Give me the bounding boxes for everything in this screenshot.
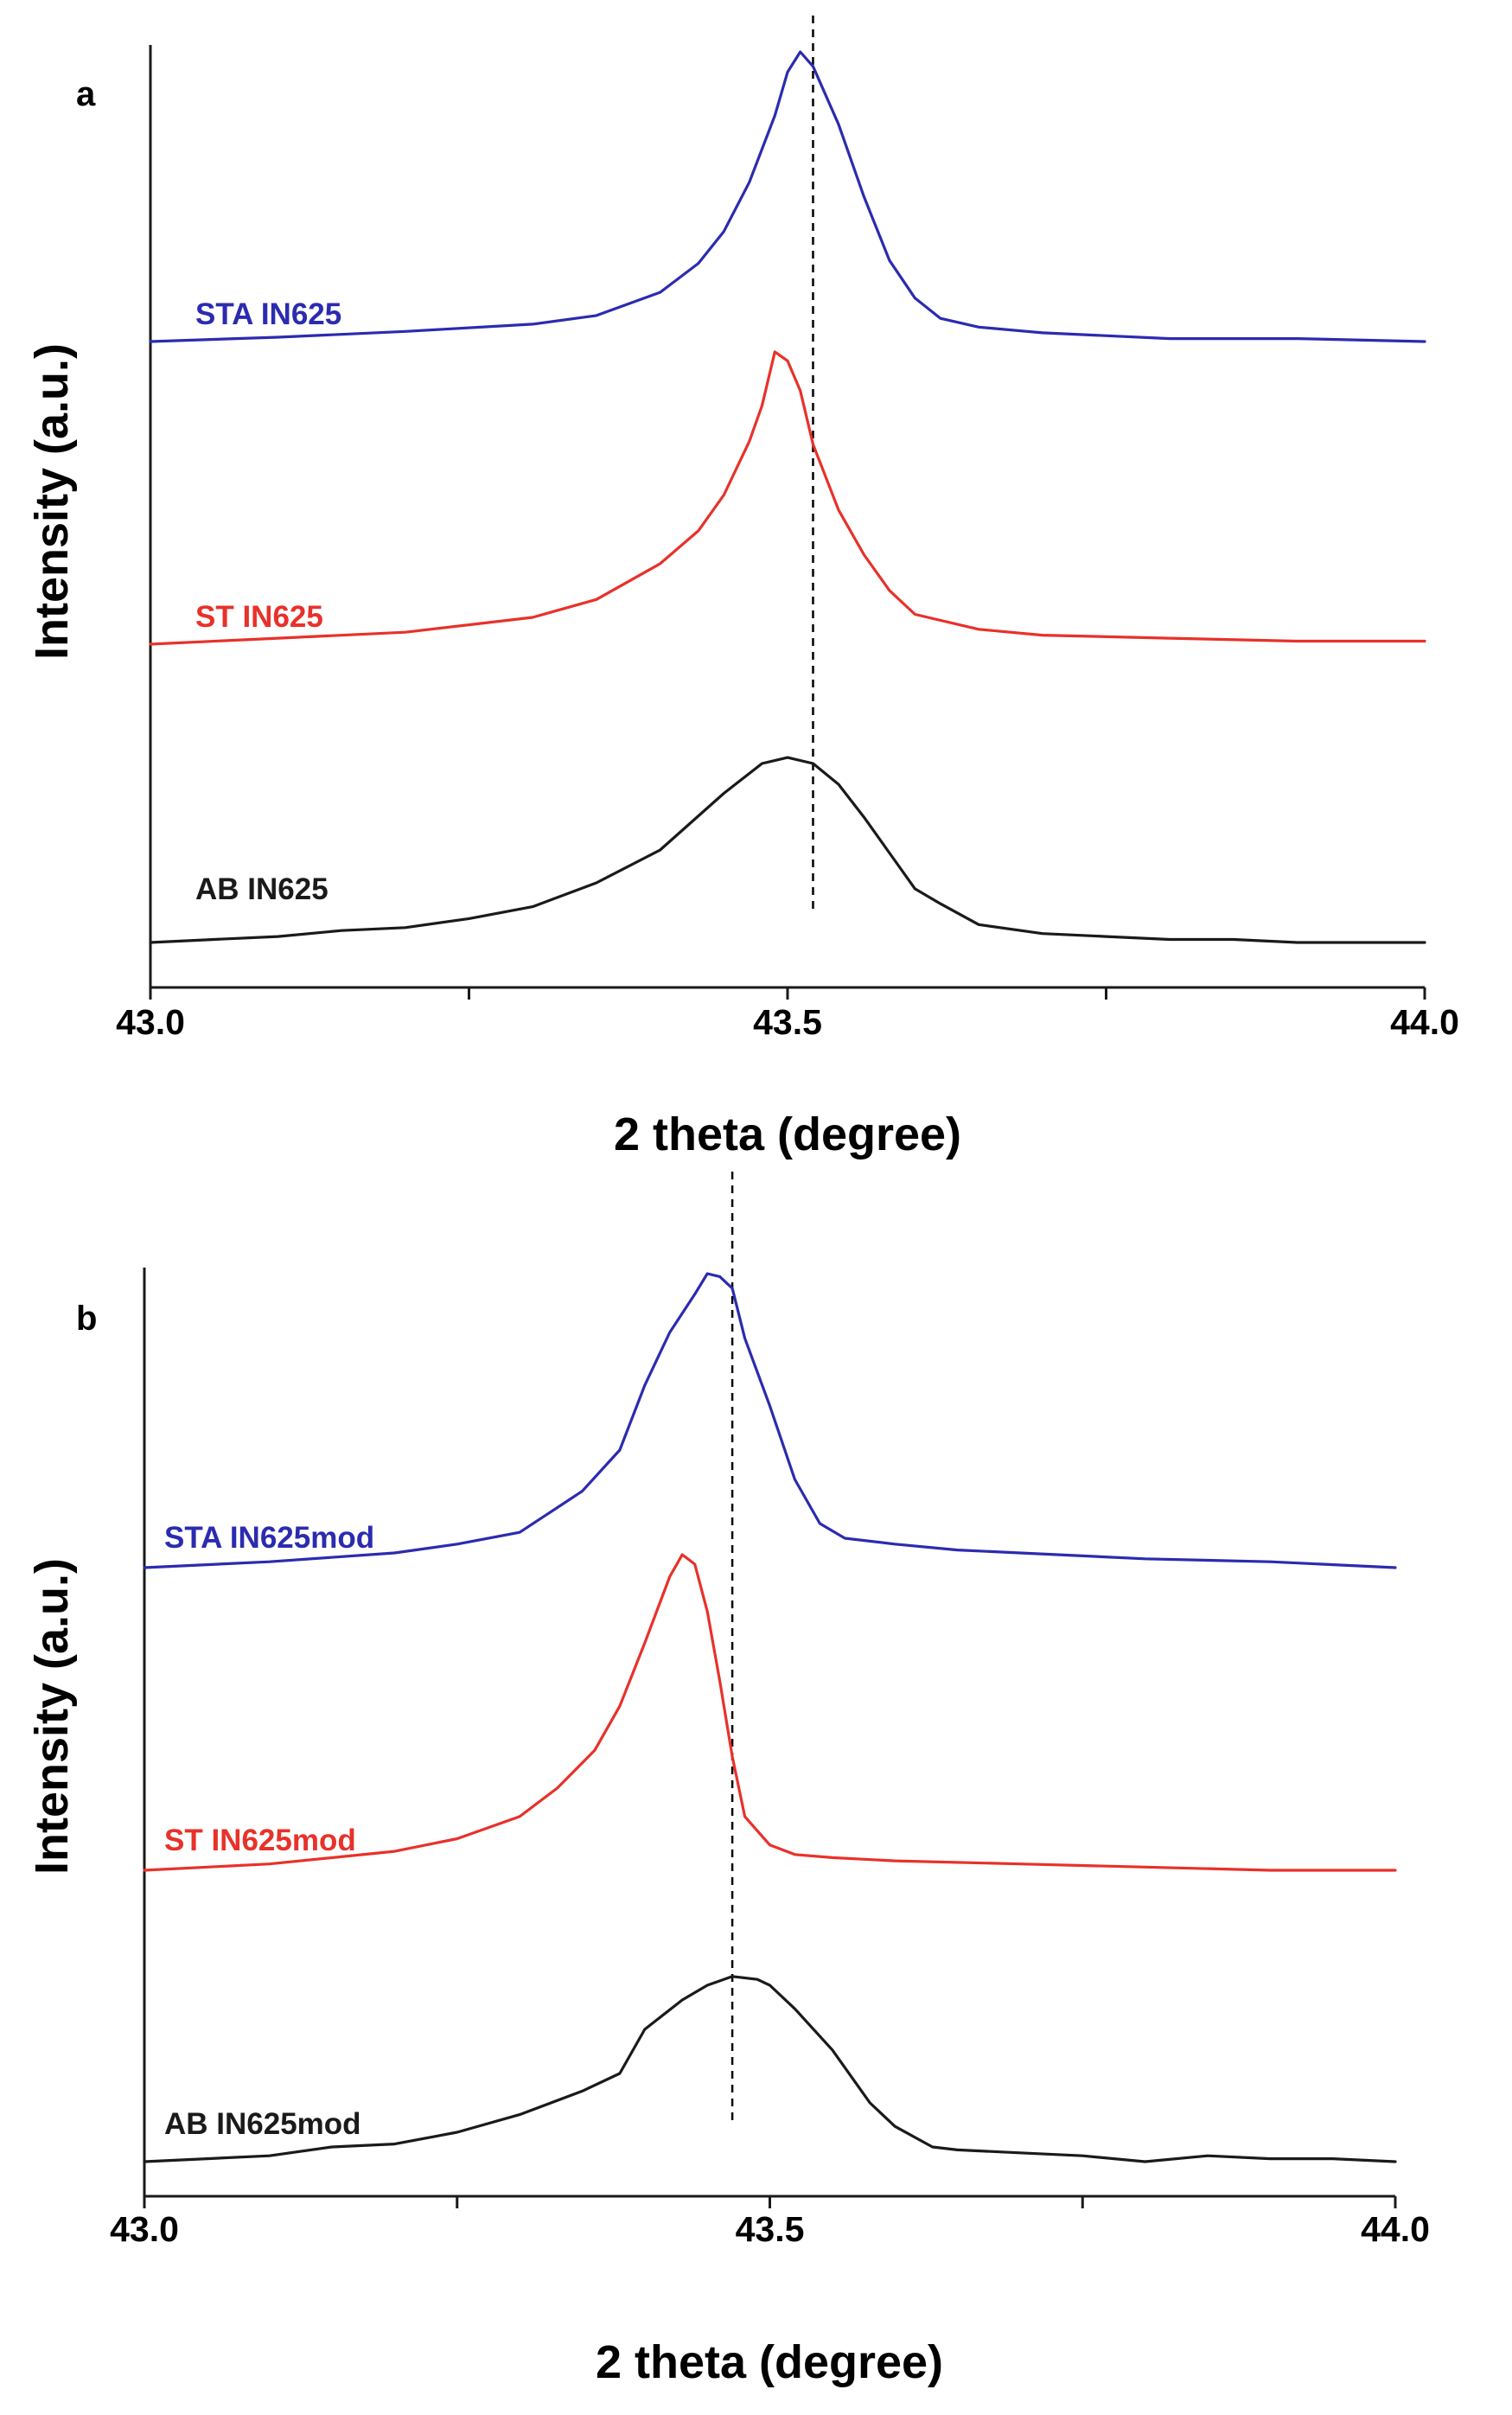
panel-b-x-tick-label: 44.0	[1361, 2209, 1430, 2249]
series-label-sta-in625: STA IN625	[195, 297, 341, 331]
series-label-st-in625mod: ST IN625mod	[164, 1824, 356, 1857]
panel-a-x-axis-title: 2 theta (degree)	[614, 1108, 961, 1160]
series-line-st-in625	[149, 350, 1426, 646]
panel-b-x-tick-label: 43.0	[110, 2209, 179, 2249]
panel-b-label: b	[76, 1300, 97, 1338]
series-label-ab-in625mod: AB IN625mod	[164, 2107, 361, 2141]
series-label-sta-in625mod: STA IN625mod	[164, 1521, 374, 1555]
series-line-sta-in625	[149, 50, 1426, 343]
panel-b: b Intensity (a.u.) 43.0 43.5 44.0 STA IN62…	[26, 1172, 1430, 2388]
series-label-st-in625: ST IN625	[195, 600, 323, 634]
panel-b-y-axis-title: Intensity (a.u.)	[26, 1558, 78, 1875]
panel-b-x-tick-label: 43.5	[736, 2209, 805, 2249]
panel-a: a Intensity (a.u.) 43.0 43.5 44.0 STA IN62…	[26, 16, 1459, 1160]
series-label-ab-in625: AB IN625	[195, 872, 329, 906]
series-line-sta-in625mod	[143, 1272, 1397, 1569]
series-line-ab-in625	[149, 756, 1426, 944]
panel-a-x-tick-label: 43.0	[116, 1002, 185, 1042]
panel-b-x-axis-title: 2 theta (degree)	[596, 2336, 943, 2388]
panel-a-x-tick-label: 43.5	[753, 1002, 822, 1042]
panel-a-y-axis-title: Intensity (a.u.)	[26, 343, 78, 660]
series-line-st-in625mod	[143, 1553, 1397, 1872]
panel-a-x-tick-label: 44.0	[1390, 1002, 1459, 1042]
panel-a-label: a	[76, 75, 96, 113]
series-line-ab-in625mod	[143, 1975, 1397, 2163]
